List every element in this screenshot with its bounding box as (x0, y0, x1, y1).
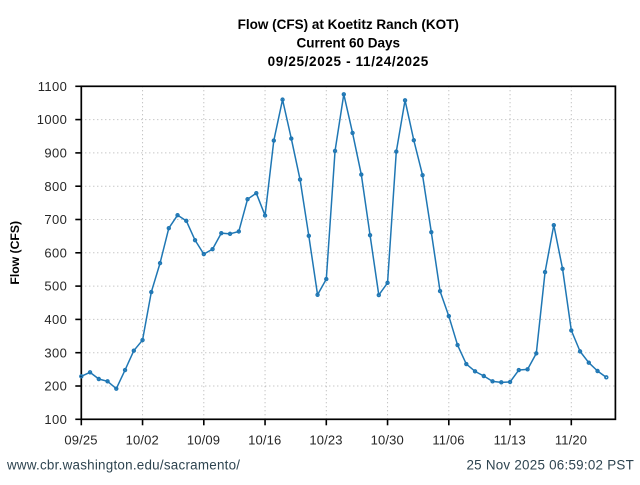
svg-text:700: 700 (44, 212, 67, 227)
svg-text:Current 60 Days: Current 60 Days (297, 35, 401, 50)
svg-text:Flow (CFS) at Koetitz Ranch (K: Flow (CFS) at Koetitz Ranch (KOT) (238, 17, 459, 32)
svg-text:09/25: 09/25 (64, 433, 97, 448)
svg-text:11/06: 11/06 (432, 433, 464, 448)
svg-text:1000: 1000 (37, 112, 68, 127)
svg-text:500: 500 (44, 279, 67, 294)
svg-text:10/02: 10/02 (126, 433, 159, 448)
svg-text:11/20: 11/20 (555, 433, 587, 448)
svg-text:09/25/2025 - 11/24/2025: 09/25/2025 - 11/24/2025 (268, 54, 429, 69)
svg-text:www.cbr.washington.edu/sacrame: www.cbr.washington.edu/sacramento/ (6, 457, 240, 472)
svg-text:600: 600 (44, 245, 67, 260)
svg-text:10/16: 10/16 (248, 433, 281, 448)
svg-text:800: 800 (44, 179, 67, 194)
svg-text:200: 200 (44, 379, 67, 394)
svg-text:1100: 1100 (38, 79, 68, 94)
svg-text:300: 300 (44, 345, 67, 360)
svg-text:10/09: 10/09 (187, 433, 220, 448)
svg-text:100: 100 (44, 412, 67, 427)
svg-text:10/23: 10/23 (309, 433, 342, 448)
svg-text:Flow (CFS): Flow (CFS) (8, 221, 22, 285)
svg-text:400: 400 (44, 312, 67, 327)
svg-text:11/13: 11/13 (494, 433, 526, 448)
svg-text:900: 900 (44, 146, 67, 161)
svg-text:25 Nov 2025 06:59:02 PST: 25 Nov 2025 06:59:02 PST (466, 457, 634, 472)
svg-text:10/30: 10/30 (371, 433, 404, 448)
